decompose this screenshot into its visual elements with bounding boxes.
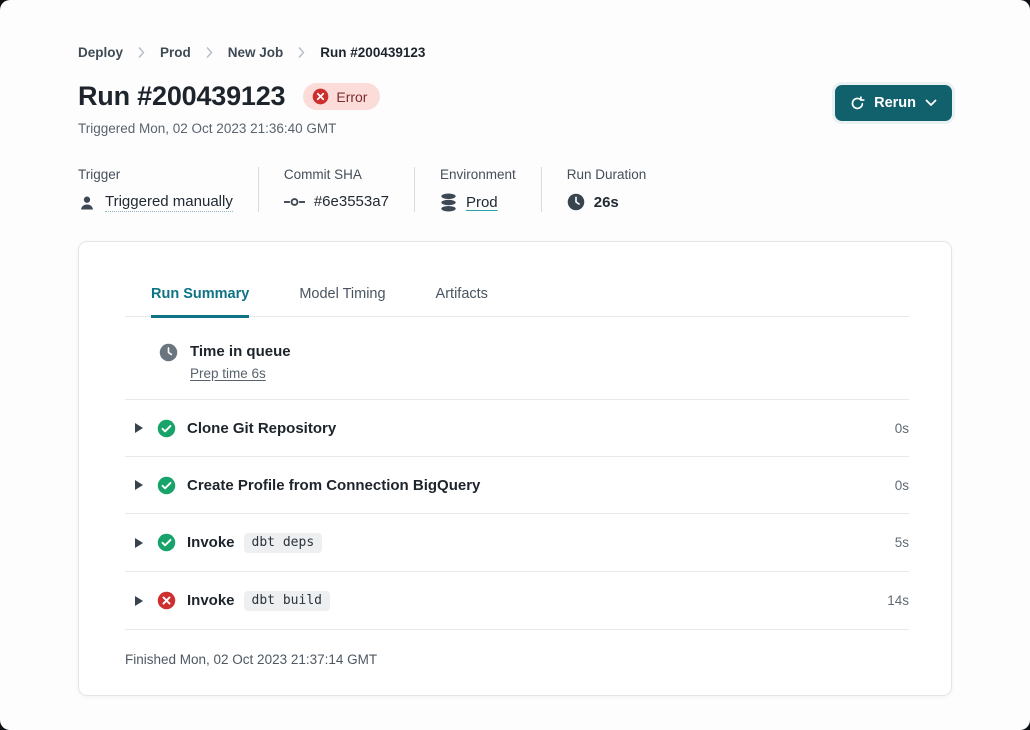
rerun-button[interactable]: Rerun [835,85,952,121]
meta-trigger-label: Trigger [78,167,121,182]
chevron-right-icon [206,47,213,58]
expand-caret-icon[interactable] [135,480,143,490]
expand-caret-icon[interactable] [135,537,143,548]
trigger-value[interactable]: Triggered manually [105,193,233,212]
success-check-icon [157,419,176,438]
step-row-dbt-build[interactable]: Invoke dbt build 14s [125,572,909,630]
tab-run-summary[interactable]: Run Summary [151,286,250,318]
meta-duration-label: Run Duration [566,167,647,182]
step-title: Invoke dbt deps [187,532,323,553]
refresh-icon [850,95,865,111]
time-in-queue-row: Time in queue Prep time 6s [125,317,909,400]
clock-icon [159,343,178,362]
person-icon [78,194,96,212]
chevron-right-icon [298,47,305,58]
run-summary-card: Run Summary Model Timing Artifacts Time … [78,241,952,696]
expand-caret-icon[interactable] [135,595,143,606]
breadcrumb-item-prod[interactable]: Prod [160,45,191,60]
commit-icon [283,196,305,208]
step-duration: 0s [894,420,909,436]
chevron-down-icon [925,99,937,107]
meta-trigger: Trigger Triggered manually [78,167,259,212]
page-title: Run #200439123 [78,81,286,111]
meta-commit-sha: Commit SHA #6e3553a7 [283,167,415,212]
database-icon [440,193,457,212]
status-badge-label: Error [336,88,368,105]
title-block: Run #200439123 Error Triggered Mon, 02 O… [78,81,381,136]
run-duration-value: 26s [593,193,619,211]
breadcrumb-item-new-job[interactable]: New Job [227,45,284,60]
step-duration: 14s [887,593,909,608]
prep-time-link[interactable]: Prep time 6s [190,366,266,381]
environment-link[interactable]: Prod [465,194,498,211]
chevron-right-icon [138,47,145,58]
step-duration: 0s [894,477,909,493]
expand-caret-icon[interactable] [135,423,143,433]
success-check-icon [157,476,176,495]
page-header: Run #200439123 Error Triggered Mon, 02 O… [78,81,952,136]
tab-artifacts[interactable]: Artifacts [435,286,488,302]
clock-icon [567,193,585,211]
command-chip: dbt deps [243,532,323,553]
step-row-clone-git[interactable]: Clone Git Repository 0s [125,400,909,457]
queue-title: Time in queue [190,343,291,360]
step-duration: 5s [894,535,909,550]
step-title: Create Profile from Connection BigQuery [187,476,481,494]
breadcrumb-item-current-run: Run #200439123 [320,45,426,60]
command-chip: dbt build [243,590,330,611]
breadcrumb: Deploy Prod New Job Run #200439123 [78,0,952,60]
step-title: Clone Git Repository [187,419,337,437]
status-badge: Error [303,83,381,110]
meta-environment-label: Environment [439,167,516,182]
success-check-icon [157,533,176,552]
step-row-create-profile[interactable]: Create Profile from Connection BigQuery … [125,457,909,514]
error-circle-icon [312,88,329,105]
step-title: Invoke dbt build [187,590,330,611]
queue-text-block: Time in queue Prep time 6s [190,343,291,383]
error-circle-icon [157,591,176,610]
meta-run-duration: Run Duration 26s [567,167,647,212]
triggered-timestamp: Triggered Mon, 02 Oct 2023 21:36:40 GMT [78,121,337,136]
step-row-dbt-deps[interactable]: Invoke dbt deps 5s [125,514,909,572]
tab-bar: Run Summary Model Timing Artifacts [125,286,909,318]
commit-sha-value: #6e3553a7 [313,193,389,210]
finished-timestamp: Finished Mon, 02 Oct 2023 21:37:14 GMT [125,652,378,667]
run-meta-strip: Trigger Triggered manually Commit SHA #6… [78,167,952,212]
breadcrumb-item-deploy[interactable]: Deploy [78,45,124,60]
meta-environment: Environment Prod [440,167,542,212]
meta-commit-label: Commit SHA [283,167,362,182]
rerun-button-label: Rerun [874,95,916,111]
tab-model-timing[interactable]: Model Timing [299,286,386,302]
